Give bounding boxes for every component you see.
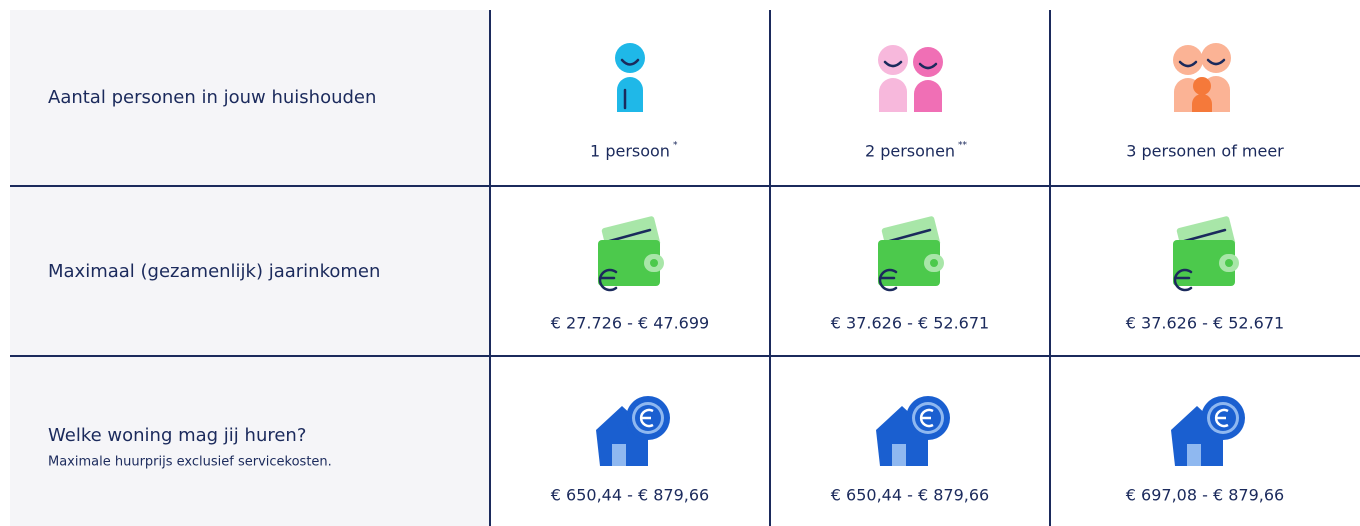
row-sublabel: Maximale huurprijs exclusief servicekost…: [48, 455, 332, 470]
cell-text: € 697,08 - € 879,66: [1126, 486, 1284, 505]
cell-text: € 37.626 - € 52.671: [1126, 314, 1284, 333]
icon-three-persons: [1173, 43, 1231, 112]
label-column: [10, 10, 490, 526]
icon-wallet: [1173, 216, 1239, 292]
cell-text: € 27.726 - € 47.699: [551, 314, 709, 333]
icon-house: [1171, 396, 1245, 466]
icon-wallet: [878, 216, 944, 292]
row-label: Welke woning mag jij huren?: [48, 425, 306, 446]
cell-note: **: [958, 141, 968, 151]
icon-one-person: [615, 43, 645, 112]
icon-house: [876, 396, 950, 466]
cell-text: 1 persoon: [590, 142, 670, 161]
cell-text: € 650,44 - € 879,66: [831, 486, 989, 505]
cell-text: 2 personen: [865, 142, 955, 161]
cell-text: € 650,44 - € 879,66: [551, 486, 709, 505]
row-label: Maximaal (gezamenlijk) jaarinkomen: [48, 261, 380, 282]
cell-text: 3 personen of meer: [1126, 142, 1284, 161]
cell-note: *: [673, 141, 678, 151]
row-label: Aantal personen in jouw huishouden: [48, 87, 376, 108]
icon-house: [596, 396, 670, 466]
icon-wallet: [598, 216, 664, 292]
icon-two-persons: [878, 45, 943, 112]
cell-text: € 37.626 - € 52.671: [831, 314, 989, 333]
